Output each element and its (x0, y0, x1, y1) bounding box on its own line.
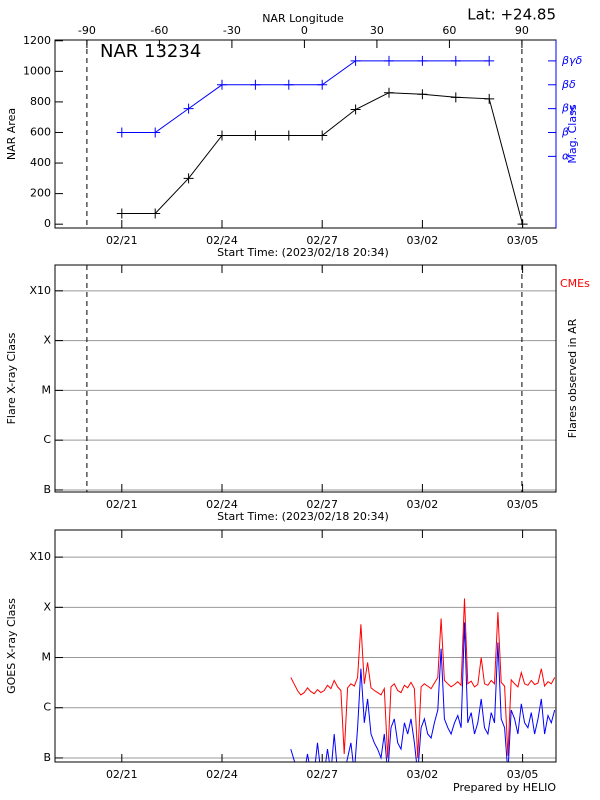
point-marker (350, 104, 361, 115)
x2-tick-label: -90 (78, 24, 96, 37)
x2-tick-label: 0 (301, 24, 308, 37)
panel-subtitle: Lat: +24.85 (467, 6, 556, 24)
plot-frame (54, 264, 557, 493)
point-marker (484, 93, 495, 104)
x-tick-label: 02/27 (306, 234, 338, 247)
x-axis-label: Start Time: (2023/02/18 20:34) (217, 510, 389, 523)
panel-title: NAR 13234 (100, 41, 201, 62)
point-marker (450, 55, 461, 66)
x2-tick-label: 60 (442, 24, 456, 37)
point-marker (384, 55, 394, 66)
y-tick-label: C (43, 433, 51, 446)
x-tick-label: 02/21 (106, 234, 138, 247)
y-tick-label: B (43, 751, 51, 764)
y2-tick-label: βγδ (561, 54, 583, 67)
y-tick-label: 600 (30, 125, 51, 138)
series-line (121, 92, 524, 225)
y-tick-label: X10 (29, 284, 51, 297)
y2-tick-label: α (562, 149, 570, 162)
point-marker (250, 79, 261, 90)
x-tick-label: 02/27 (306, 768, 338, 781)
point-marker (484, 55, 495, 66)
point-marker (283, 130, 294, 141)
x-tick-label: 02/21 (106, 768, 138, 781)
x-tick-label: 02/24 (206, 498, 238, 511)
y-tick-label: X (43, 334, 51, 347)
x-tick-label: 02/24 (206, 768, 238, 781)
series-line (121, 60, 490, 133)
x-axis-label: Start Time: (2023/02/18 20:34) (217, 246, 389, 259)
x-tick-label: 03/02 (407, 234, 439, 247)
y-tick-label: M (42, 651, 52, 664)
point-marker (217, 130, 227, 141)
x2-tick-label: 30 (370, 24, 384, 37)
point-marker (317, 130, 328, 141)
x-tick-label: 03/02 (407, 768, 439, 781)
plot-frame (54, 39, 557, 229)
point-marker (150, 208, 161, 219)
x-tick-label: 03/05 (507, 768, 539, 781)
point-marker (183, 173, 194, 184)
y2-tick-label: βδ (561, 78, 576, 91)
point-marker (183, 103, 194, 114)
point-marker (350, 55, 361, 66)
x2-tick-label: -30 (223, 24, 241, 37)
y-axis-label: GOES X-ray Class (5, 598, 18, 694)
plot-area (116, 55, 528, 228)
y-tick-label: 1000 (23, 64, 51, 77)
y-tick-label: C (43, 701, 51, 714)
point-marker (450, 92, 461, 103)
y-tick-label: 800 (30, 95, 51, 108)
y-axis-label: Flare X-ray Class (5, 332, 18, 424)
x-tick-label: 02/21 (106, 498, 138, 511)
plot-area (290, 598, 556, 762)
x-tick-label: 03/02 (407, 498, 439, 511)
y-axis-label: NAR Area (5, 108, 18, 160)
point-marker (283, 79, 294, 90)
x-tick-label: 02/24 (206, 234, 238, 247)
point-marker (317, 79, 328, 90)
x-tick-label: 03/05 (507, 498, 539, 511)
x2-tick-label: -60 (150, 24, 168, 37)
y-tick-label: B (43, 483, 51, 496)
point-marker (417, 55, 428, 66)
y2-axis-label: Flares observed in AR (566, 318, 579, 438)
x2-axis-label: NAR Longitude (262, 12, 344, 25)
y2-tick-label: β (561, 126, 569, 139)
point-marker (116, 208, 127, 219)
series-line (290, 622, 556, 762)
y-tick-label: X10 (29, 550, 51, 563)
x2-tick-label: 90 (515, 24, 529, 37)
annotation: CMEs (560, 277, 590, 290)
point-marker (116, 127, 127, 138)
y-tick-label: 0 (44, 217, 51, 230)
point-marker (217, 79, 227, 90)
plot-frame (54, 529, 557, 763)
series-line (290, 598, 556, 758)
y-tick-label: 1200 (23, 34, 51, 47)
y-tick-label: M (42, 383, 52, 396)
point-marker (250, 130, 261, 141)
y2-axis-label: Mag. Class (566, 104, 579, 163)
point-marker (150, 127, 161, 138)
y-tick-label: 200 (30, 187, 51, 200)
x-tick-label: 02/27 (306, 498, 338, 511)
footer: Prepared by HELIO (453, 781, 556, 794)
x-tick-label: 03/05 (507, 234, 539, 247)
point-marker (417, 89, 428, 100)
y-tick-label: 400 (30, 156, 51, 169)
y-tick-label: X (43, 600, 51, 613)
point-marker (384, 87, 394, 98)
y2-tick-label: βγ (561, 102, 576, 115)
